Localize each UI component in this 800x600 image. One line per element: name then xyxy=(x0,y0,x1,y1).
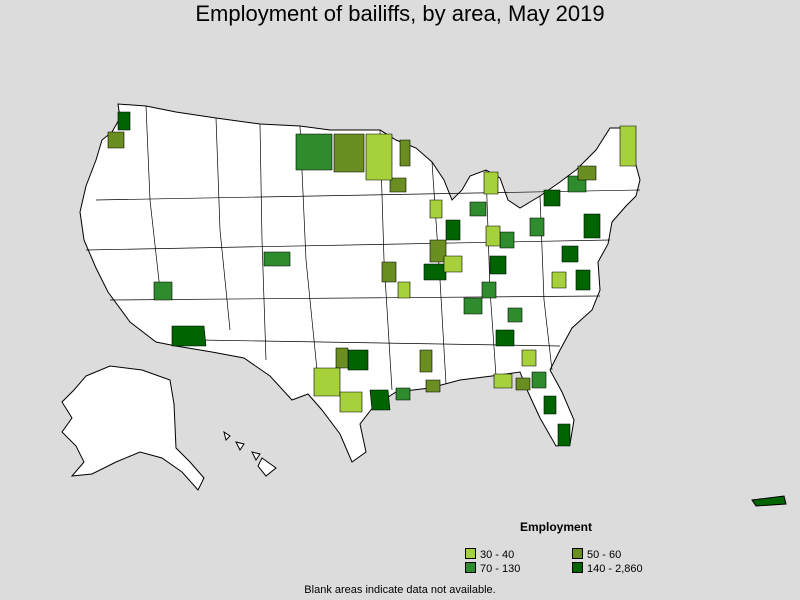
area-marker xyxy=(469,201,487,217)
area-marker xyxy=(347,349,369,371)
map-title: Employment of bailiffs, by area, May 201… xyxy=(195,1,605,26)
area-marker xyxy=(443,255,463,273)
area-marker xyxy=(339,391,363,413)
area-marker xyxy=(425,379,441,393)
area-marker xyxy=(333,133,365,173)
area-marker xyxy=(619,125,637,167)
area-marker xyxy=(295,133,333,171)
area-marker xyxy=(313,367,341,397)
area-marker xyxy=(493,373,513,389)
area-marker xyxy=(463,297,483,315)
area-marker xyxy=(263,251,291,267)
area-marker xyxy=(483,171,499,195)
area-marker xyxy=(577,165,597,181)
area-marker xyxy=(481,281,497,299)
area-marker xyxy=(107,131,125,149)
legend-swatch xyxy=(465,562,476,573)
area-marker xyxy=(515,377,531,391)
area-marker xyxy=(395,387,411,401)
legend-swatch xyxy=(572,562,583,573)
area-marker xyxy=(507,307,523,323)
legend-item-70-130: 70 - 130 xyxy=(465,562,520,575)
area-marker xyxy=(531,371,547,389)
area-marker xyxy=(399,139,411,167)
area-marker xyxy=(543,395,557,415)
legend-swatch xyxy=(465,548,476,559)
area-marker xyxy=(419,349,433,373)
area-marker xyxy=(397,281,411,299)
area-marker xyxy=(381,261,397,283)
area-marker xyxy=(551,271,567,289)
area-marker xyxy=(423,263,447,281)
area-marker xyxy=(543,189,561,207)
area-marker xyxy=(365,133,393,181)
area-marker xyxy=(521,349,537,367)
area-marker xyxy=(485,225,501,247)
area-marker xyxy=(429,239,447,263)
area-marker xyxy=(389,177,407,193)
legend-item-30-40: 30 - 40 xyxy=(465,548,514,561)
legend-label: 70 - 130 xyxy=(480,563,521,575)
legend-title: Employment xyxy=(520,520,593,534)
area-marker xyxy=(117,111,131,131)
employment-areas xyxy=(107,111,637,447)
area-marker xyxy=(557,423,571,447)
footnote: Blank areas indicate data not available. xyxy=(304,584,496,596)
legend-label: 30 - 40 xyxy=(480,549,515,561)
alaska-shape xyxy=(61,365,205,491)
area-marker xyxy=(529,217,545,237)
area-marker xyxy=(153,281,173,301)
area-marker xyxy=(489,255,507,275)
legend-item-140-2860: 140 - 2,860 xyxy=(572,562,643,575)
area-marker xyxy=(561,245,579,263)
area-marker xyxy=(575,269,591,291)
area-marker xyxy=(369,389,391,411)
legend-item-50-60: 50 - 60 xyxy=(572,548,621,561)
area-marker xyxy=(499,231,515,249)
area-marker xyxy=(583,213,601,239)
area-marker xyxy=(429,199,443,219)
legend-swatch xyxy=(572,548,583,559)
area-marker xyxy=(445,219,461,241)
area-marker xyxy=(335,347,349,369)
legend-label: 50 - 60 xyxy=(587,549,622,561)
area-marker xyxy=(495,329,515,347)
puerto-rico-shape xyxy=(751,495,787,507)
area-marker xyxy=(171,325,207,347)
hawaii-shape xyxy=(223,430,277,477)
legend-label: 140 - 2,860 xyxy=(587,563,643,575)
